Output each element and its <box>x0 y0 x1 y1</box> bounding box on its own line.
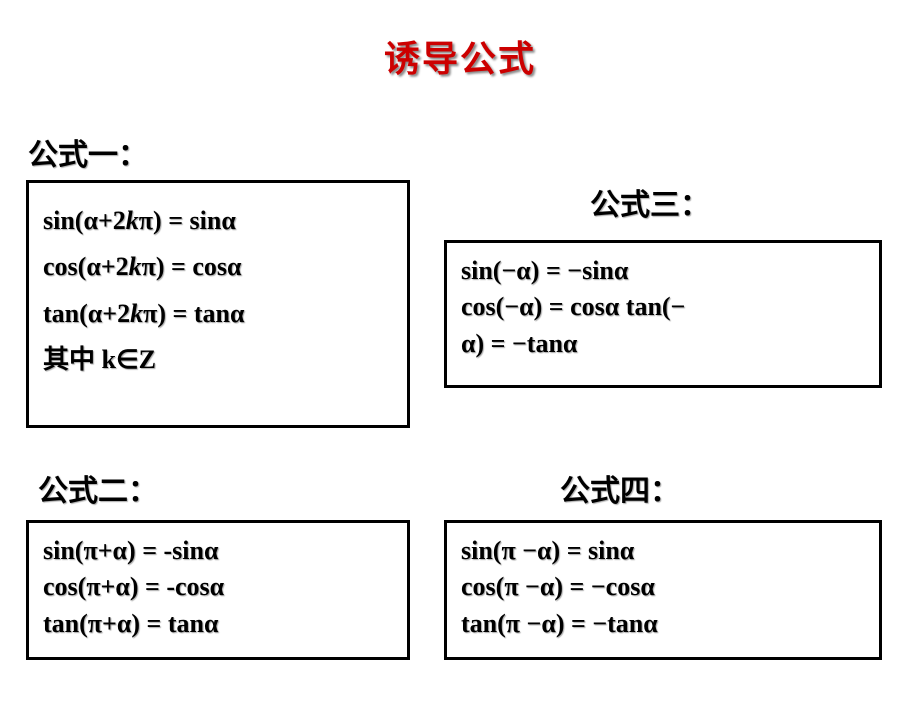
formula-box-1: sin(α+2kπ) = sinα cos(α+2kπ) = cosα tan(… <box>26 180 410 428</box>
page-title: 诱导公式 <box>0 30 920 82</box>
heading-3-text: 公式三： <box>590 189 710 222</box>
formula-1-line-3: tan(α+2kπ) = tanα <box>43 296 393 332</box>
heading-formula-1: 公式一： <box>28 130 148 174</box>
formula-1-line-2: cos(α+2kπ) = cosα <box>43 249 393 285</box>
heading-formula-2: 公式二： <box>38 466 158 510</box>
formula-3-line-2: cos(−α) = cosα tan(− <box>461 289 865 325</box>
formula-2-line-3: tan(π+α) = tanα <box>43 606 393 642</box>
formula-4-line-2: cos(π −α) = −cosα <box>461 569 865 605</box>
formula-4-line-1: sin(π −α) = sinα <box>461 533 865 569</box>
formula-1-line-4: 其中 k∈Z <box>43 342 393 378</box>
formula-2-line-2: cos(π+α) = -cosα <box>43 569 393 605</box>
heading-4-text: 公式四： <box>560 475 680 508</box>
formula-2-line-1: sin(π+α) = -sinα <box>43 533 393 569</box>
heading-formula-4: 公式四： <box>560 466 680 510</box>
heading-1-text: 公式一： <box>28 139 148 172</box>
formula-3-line-1: sin(−α) = −sinα <box>461 253 865 289</box>
heading-formula-3: 公式三： <box>590 180 710 224</box>
formula-3-line-3: α) = −tanα <box>461 326 865 362</box>
formula-box-2: sin(π+α) = -sinα cos(π+α) = -cosα tan(π+… <box>26 520 410 660</box>
title-text: 诱导公式 <box>384 39 536 79</box>
formula-box-3: sin(−α) = −sinα cos(−α) = cosα tan(− α) … <box>444 240 882 388</box>
formula-4-line-3: tan(π −α) = −tanα <box>461 606 865 642</box>
formula-1-line-1: sin(α+2kπ) = sinα <box>43 203 393 239</box>
formula-box-4: sin(π −α) = sinα cos(π −α) = −cosα tan(π… <box>444 520 882 660</box>
heading-2-text: 公式二： <box>38 475 158 508</box>
